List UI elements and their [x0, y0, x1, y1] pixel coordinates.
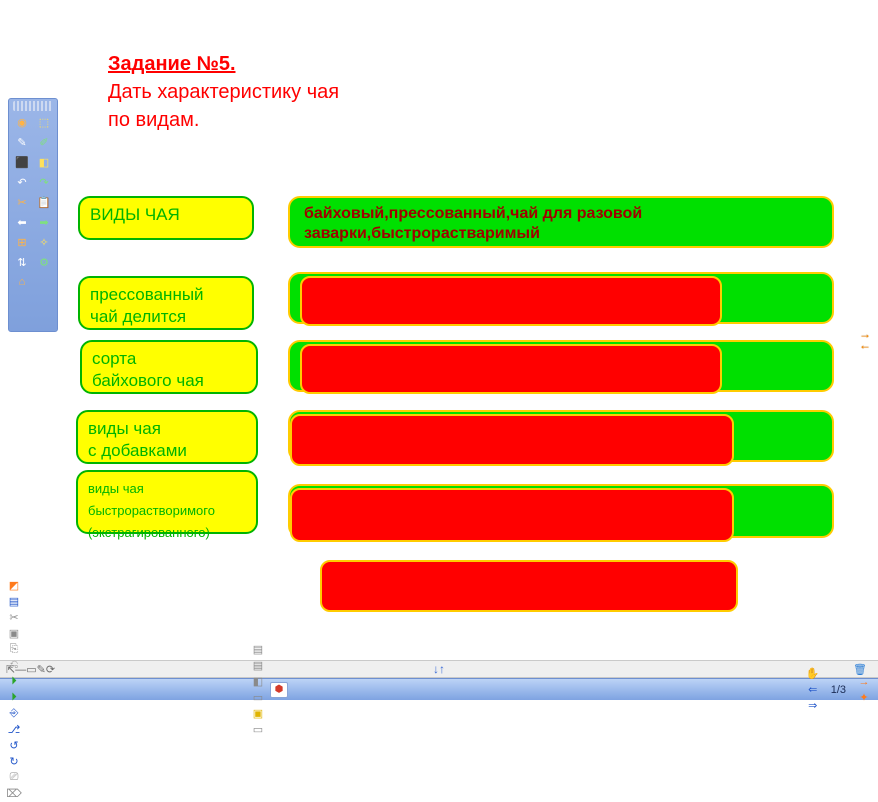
taskbar-button[interactable]: ⇐ [805, 682, 821, 698]
tool-button[interactable]: ✂ [12, 193, 32, 211]
label-text: (экстрагированного) [88, 522, 246, 544]
taskbar-button[interactable]: ▤ [6, 594, 22, 610]
arrow-right-icon[interactable]: → [859, 329, 871, 339]
window-control-button[interactable]: ⟳ [46, 664, 55, 676]
panel-grip[interactable] [13, 101, 53, 111]
cover-card[interactable] [300, 276, 722, 326]
taskbar-button[interactable]: ▭ [250, 722, 266, 738]
tool-button[interactable]: ✧ [34, 233, 54, 251]
active-document-button[interactable]: ⬢ [270, 682, 288, 698]
label-text: сорта [92, 348, 246, 370]
tool-button[interactable]: 📋 [34, 193, 54, 211]
tool-button[interactable]: ↶ [12, 173, 32, 191]
label-text: быстрорастворимого [88, 500, 246, 522]
tool-button[interactable]: ⚙ [34, 253, 54, 271]
taskbar-button[interactable]: ▣ [6, 626, 22, 642]
taskbar-button[interactable]: ↺ [6, 738, 22, 754]
category-label[interactable]: сортабайхового чая [80, 340, 258, 394]
sync-icon[interactable]: ↓↑ [433, 662, 445, 676]
label-text: ВИДЫ ЧАЯ [90, 204, 242, 226]
tool-button[interactable]: ◉ [12, 113, 32, 131]
label-text: виды чая [88, 478, 246, 500]
window-control-button[interactable]: ▭ [26, 664, 36, 676]
tool-button[interactable]: ⊞ [12, 233, 32, 251]
taskbar-button[interactable]: ⎇ [6, 722, 22, 738]
cover-card[interactable] [290, 488, 734, 542]
title-line-3: по видам. [108, 106, 339, 134]
taskbar-button[interactable]: ◩ [6, 578, 22, 594]
cover-card[interactable] [320, 560, 738, 612]
category-label[interactable]: виды чаябыстрорастворимого(экстрагирован… [76, 470, 258, 534]
taskbar-button[interactable]: → [856, 674, 872, 690]
tool-button[interactable] [34, 293, 54, 311]
title-block: Задание №5. Дать характеристику чая по в… [108, 50, 339, 134]
tool-button[interactable]: ➡ [34, 213, 54, 231]
bottom-taskbar: ◩▤✂▣⎘⎌⏵⏵⎆⎇↺↻⎚⌦ ▤▤◧▭▣▭ ⬢ ✋⇐⇒ 1/3 →✦ [0, 678, 878, 700]
category-label[interactable]: ВИДЫ ЧАЯ [78, 196, 254, 240]
label-text: виды чая [88, 418, 246, 440]
arrow-left-icon[interactable]: ← [859, 340, 871, 350]
window-controls-bar: ⇱—▭✎⟳ ↓↑ 🗑 [0, 660, 878, 678]
label-text: прессованный [90, 284, 242, 306]
taskbar-button[interactable]: ⏵ [6, 690, 22, 706]
cover-card[interactable] [300, 344, 722, 394]
taskbar-button[interactable]: ▤ [250, 642, 266, 658]
taskbar-button[interactable]: ▣ [250, 706, 266, 722]
taskbar-button[interactable]: ⌦ [6, 786, 22, 802]
tool-button[interactable]: ◧ [34, 153, 54, 171]
tool-button[interactable]: ↷ [34, 173, 54, 191]
taskbar-button[interactable]: ✂ [6, 610, 22, 626]
page-indicator: 1/3 [825, 684, 852, 696]
tool-button[interactable]: ⬅ [12, 213, 32, 231]
taskbar-button[interactable]: ⏵ [6, 674, 22, 690]
label-text: байхового чая [92, 370, 246, 392]
taskbar-button[interactable]: ▭ [250, 690, 266, 706]
taskbar-button[interactable]: ⎆ [6, 706, 22, 722]
taskbar-button[interactable]: ✋ [805, 666, 821, 682]
tool-button[interactable]: ⬚ [34, 113, 54, 131]
tool-button[interactable] [34, 273, 54, 291]
category-label[interactable]: виды чаяс добавками [76, 410, 258, 464]
taskbar-button[interactable]: ⎌ [6, 658, 22, 674]
category-label[interactable]: прессованныйчай делится [78, 276, 254, 330]
floating-tools-panel[interactable]: ◉⬚✎✐⬛◧↶↷✂📋⬅➡⊞✧⇅⚙⌂ [8, 98, 58, 332]
taskbar-button[interactable]: ▤ [250, 658, 266, 674]
label-text: с добавками [88, 440, 246, 462]
taskbar-button[interactable]: ⎚ [6, 770, 22, 786]
tool-button[interactable]: ⇅ [12, 253, 32, 271]
tool-button[interactable]: ✎ [12, 133, 32, 151]
page-nav-arrows[interactable]: → ← [856, 328, 874, 350]
taskbar-button[interactable]: ⎘ [6, 642, 22, 658]
answer-slot[interactable]: байховый,прессованный,чай для разовойзав… [288, 196, 834, 248]
tool-button[interactable]: ✐ [34, 133, 54, 151]
label-text: чай делится [90, 306, 242, 328]
title-line-1: Задание №5. [108, 50, 339, 78]
tool-button[interactable]: ⌂ [12, 273, 32, 291]
presentation-canvas: Задание №5. Дать характеристику чая по в… [0, 0, 878, 660]
cover-card[interactable] [290, 414, 734, 466]
taskbar-button[interactable]: ✦ [856, 690, 872, 706]
answer-text: байховый,прессованный,чай для разовойзав… [304, 204, 642, 244]
tool-button[interactable] [12, 293, 32, 311]
taskbar-button[interactable]: ◧ [250, 674, 266, 690]
window-control-button[interactable]: ✎ [37, 664, 46, 676]
taskbar-button[interactable]: ↻ [6, 754, 22, 770]
tool-button[interactable]: ⬛ [12, 153, 32, 171]
title-line-2: Дать характеристику чая [108, 78, 339, 106]
